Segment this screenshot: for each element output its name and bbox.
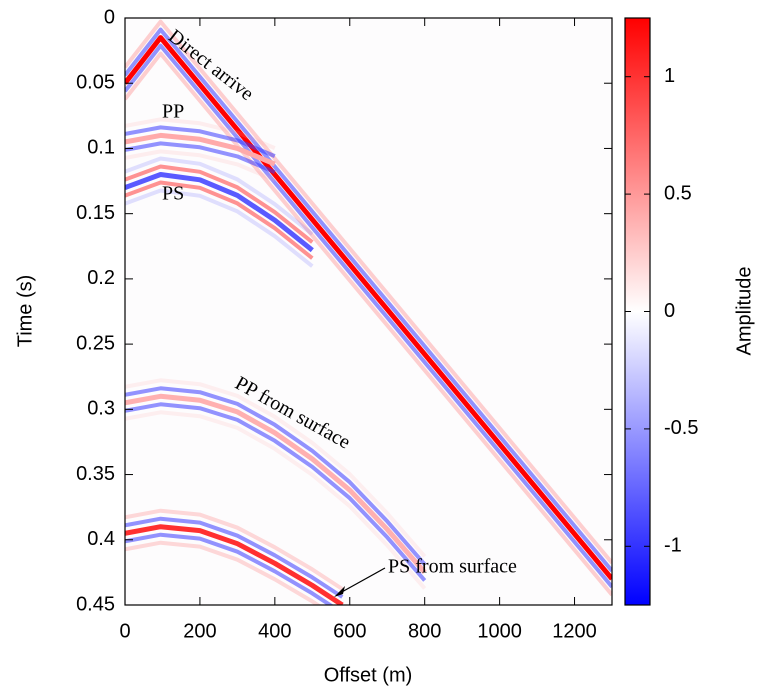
y-tick-label: 0.15 bbox=[76, 202, 115, 224]
x-tick-label: 800 bbox=[408, 620, 441, 642]
event-lobe bbox=[125, 19, 612, 565]
event-lobe bbox=[125, 51, 612, 597]
event-lobe bbox=[125, 149, 276, 182]
annotation-arrow bbox=[339, 567, 386, 594]
y-tick-label: 0.45 bbox=[76, 593, 115, 615]
y-tick-label: 0.2 bbox=[87, 267, 115, 289]
y-tick-label: 0.25 bbox=[76, 332, 115, 354]
event-lobe bbox=[125, 43, 612, 589]
event-lobe bbox=[125, 402, 427, 582]
colorbar-tick-label: 0 bbox=[664, 300, 675, 322]
x-tick-label: 1000 bbox=[477, 620, 522, 642]
event-lobe bbox=[125, 516, 344, 599]
event-line bbox=[125, 132, 276, 167]
event-lobe bbox=[125, 540, 322, 605]
y-tick-label: 0.35 bbox=[76, 463, 115, 485]
event-lobe bbox=[125, 378, 427, 558]
y-tick-label: 0.3 bbox=[87, 398, 115, 420]
event-line bbox=[125, 524, 344, 605]
event-lobe bbox=[125, 386, 427, 566]
y-tick-label: 0.1 bbox=[87, 137, 115, 159]
y-tick-label: 0 bbox=[104, 6, 115, 28]
x-tick-label: 1200 bbox=[552, 620, 597, 642]
y-tick-label: 0.05 bbox=[76, 72, 115, 94]
y-axis-label: Time (s) bbox=[14, 275, 36, 348]
event-lobe bbox=[125, 188, 314, 268]
annotation: PS from surface bbox=[388, 556, 517, 578]
x-tick-label: 200 bbox=[183, 620, 216, 642]
events bbox=[125, 19, 612, 605]
x-axis-label: Offset (m) bbox=[324, 664, 413, 686]
y-tick-label: 0.4 bbox=[87, 528, 115, 550]
event-lobe bbox=[125, 164, 314, 244]
event-lobe bbox=[125, 180, 314, 260]
annotation: PP bbox=[162, 101, 184, 123]
colorbar-tick-label: 1 bbox=[664, 65, 675, 87]
colorbar-tick-label: -0.5 bbox=[664, 417, 698, 439]
x-tick-label: 400 bbox=[258, 620, 291, 642]
event-lobe bbox=[125, 125, 276, 158]
event-lobe bbox=[125, 532, 334, 605]
plot-frame bbox=[124, 17, 613, 606]
colorbar-tick-label: -1 bbox=[664, 535, 682, 557]
x-tick-label: 0 bbox=[119, 620, 130, 642]
event-line bbox=[125, 35, 612, 581]
event-lobe bbox=[125, 27, 612, 573]
x-tick-label: 600 bbox=[333, 620, 366, 642]
annotation: PS bbox=[162, 183, 184, 205]
arrow-head bbox=[334, 586, 345, 597]
event-line bbox=[125, 172, 314, 253]
event-lobe bbox=[125, 410, 427, 590]
event-line bbox=[125, 393, 427, 575]
event-lobe bbox=[125, 141, 276, 174]
event-lobe bbox=[125, 156, 314, 236]
event-lobe bbox=[125, 117, 276, 150]
colorbar-tick-label: 0.5 bbox=[664, 182, 692, 204]
colorbar-label: Amplitude bbox=[733, 267, 755, 356]
event-lobe bbox=[125, 508, 344, 591]
